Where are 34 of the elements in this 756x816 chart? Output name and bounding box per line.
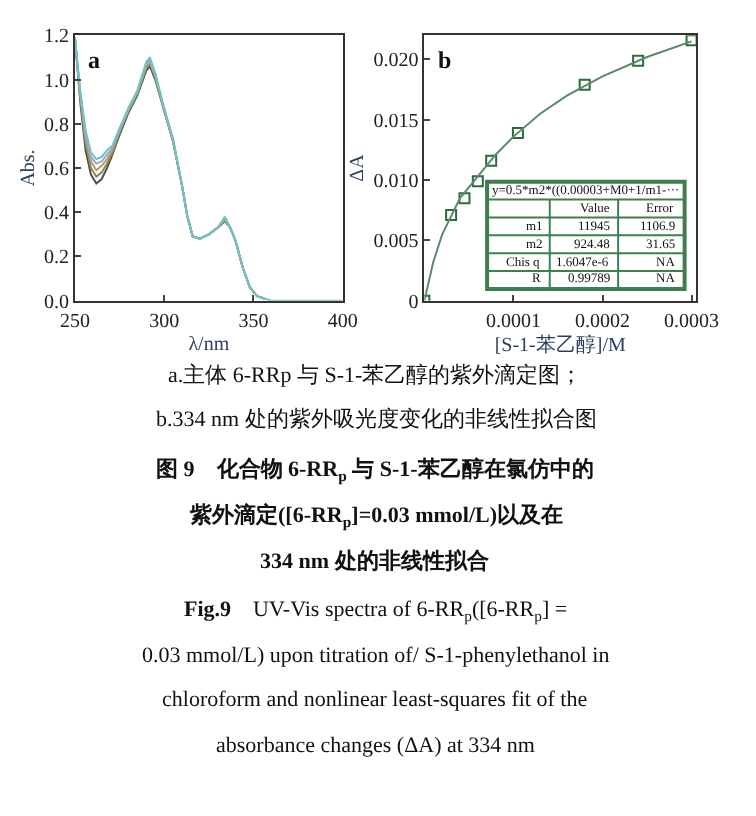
y-tick-label: 0.005 <box>373 231 419 254</box>
y-axis-title: Abs. <box>17 149 40 187</box>
x-tick-label: 0.0002 <box>575 310 631 333</box>
text: b <box>438 46 452 74</box>
y-tick-label: 0 <box>408 291 419 314</box>
y-axis-title: ΔA <box>347 152 370 182</box>
caption: Fig.9 UV-Vis spectra of 6-RR$_{p}$([6-RR$_{p}$] = <box>184 598 568 625</box>
y-tick-label: 0.010 <box>373 171 419 194</box>
y-tick-label: 0.8 <box>43 114 69 137</box>
y-tick-label: 1.0 <box>43 70 69 93</box>
x-tick-label: 0.0003 <box>664 310 720 333</box>
x-tick-label: 350 <box>238 310 269 333</box>
y-tick-label: 1.2 <box>43 26 69 49</box>
text: b.334 nm 处的紫外吸光度变化的非线性拟合图 <box>156 406 597 432</box>
caption: 图 9 化合物 6-RR$_{p}$ 与 S-1-苯乙醇在氯仿中的 <box>156 456 594 485</box>
text: chloroform and nonlinear least-squares fit of the <box>162 688 588 712</box>
text: a <box>88 46 100 74</box>
y-tick-label: 0.015 <box>373 110 419 133</box>
x-tick-label: 0.0001 <box>485 310 541 333</box>
text: a.主体 6-RRp 与 S-1-苯乙醇的紫外滴定图； <box>168 362 583 388</box>
text: 0.03 mmol/L) upon titration of/ S-1-phenylethanol in <box>142 644 611 668</box>
y-tick-label: 0.6 <box>43 158 69 181</box>
text: absorbance changes (ΔA) at 334 nm <box>216 734 536 758</box>
text: 334 nm 处的非线性拟合 <box>260 548 491 574</box>
y-tick-label: 0.2 <box>43 247 69 270</box>
x-tick-label: 400 <box>327 310 358 333</box>
x-tick-label: 250 <box>59 310 90 333</box>
y-tick-label: 0.4 <box>43 203 69 226</box>
x-tick-label: 300 <box>149 310 180 333</box>
y-tick-label: 0.0 <box>43 291 69 314</box>
x-axis-title: [S-1-苯乙醇]/M <box>494 332 626 357</box>
x-axis-title: λ/nm <box>188 333 230 356</box>
y-tick-label: 0.020 <box>373 50 419 73</box>
text: 紫外滴定([6-RR$_{p}$]=0.03 mmol/L)以及在 <box>188 502 564 531</box>
